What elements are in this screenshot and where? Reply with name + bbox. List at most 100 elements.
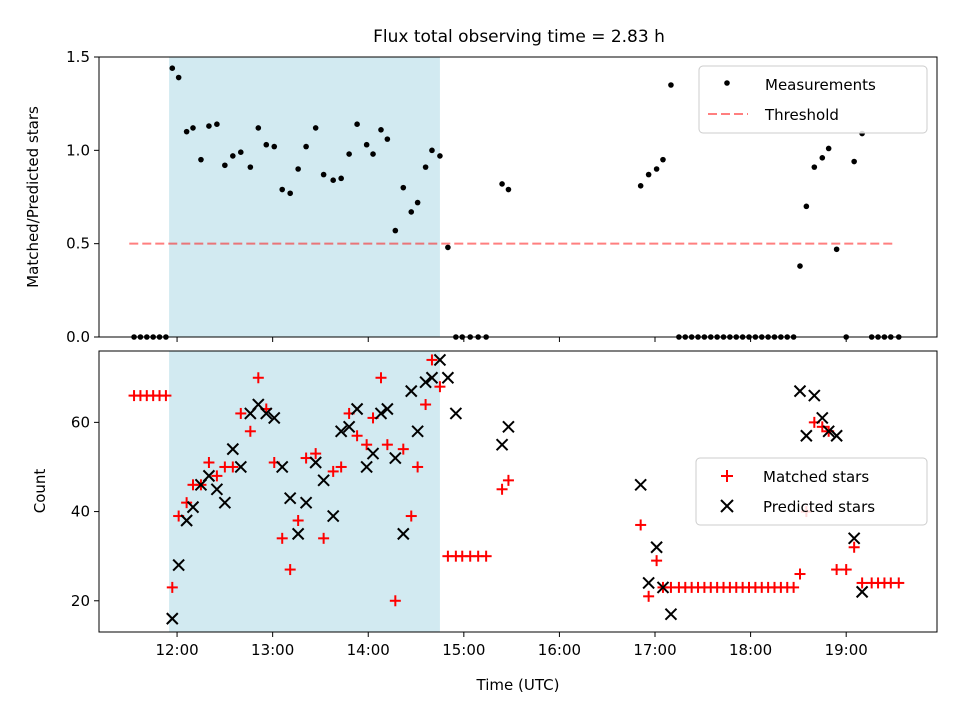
time-tick-label: 16:00 xyxy=(538,641,581,659)
matched-legend-marker xyxy=(721,470,733,482)
predicted-star-point xyxy=(634,478,647,492)
measurement-point xyxy=(255,125,262,131)
measurement-point xyxy=(653,166,660,172)
predicted-star-point xyxy=(326,509,340,523)
matched-star-point xyxy=(794,568,806,580)
legend-matched-stars: Matched stars xyxy=(763,468,869,486)
matched-star-point xyxy=(840,564,852,576)
predicted-star-point xyxy=(166,612,179,625)
time-tick-label: 17:00 xyxy=(633,641,676,659)
matched-star-point xyxy=(635,519,647,531)
measurement-point xyxy=(833,246,840,253)
matched-star-point xyxy=(327,465,339,477)
predicted-star-point xyxy=(449,407,463,420)
chart-title: Flux total observing time = 2.83 h xyxy=(373,27,665,47)
matched-star-point xyxy=(496,483,508,495)
measurement-point xyxy=(851,158,857,165)
time-axis-label: Time (UTC) xyxy=(476,676,560,694)
count-axis-ticks: 20 40 60 xyxy=(71,413,99,610)
predicted-star-point xyxy=(202,469,216,483)
predicted-star-point xyxy=(441,371,455,384)
ratio-panel: 0.0 0.5 1.0 1.5 Matched/Predicted stars Mea… xyxy=(24,48,938,346)
measurement-point xyxy=(499,181,505,187)
matched-star-point xyxy=(335,461,347,473)
measurement-point xyxy=(392,227,399,234)
predicted-legend-marker xyxy=(720,499,734,513)
predicted-star-point xyxy=(291,527,305,541)
measurement-point xyxy=(287,190,293,197)
ratio-tick-label: 1.5 xyxy=(66,48,90,66)
predicted-star-point xyxy=(309,456,322,469)
predicted-star-point xyxy=(664,607,678,621)
measurement-point xyxy=(645,171,652,178)
matched-star-point xyxy=(502,474,514,486)
time-axis-ticks: 12:00 13:00 14:00 15:00 16:00 17:00 18:00 19:00 xyxy=(155,337,868,659)
matched-star-point xyxy=(211,470,223,482)
ratio-panel-frame xyxy=(98,56,938,338)
predicted-star-point xyxy=(283,491,297,505)
predicted-star-point xyxy=(808,389,821,402)
time-tick-label: 13:00 xyxy=(251,641,294,659)
ratio-tick-label: 0.5 xyxy=(66,235,90,253)
predicted-star-point xyxy=(268,411,281,425)
legend-threshold: Threshold xyxy=(764,106,839,124)
measurement-point xyxy=(279,186,286,193)
matched-star-point xyxy=(480,550,492,562)
predicted-star-point xyxy=(226,442,240,456)
time-tick-label: 18:00 xyxy=(729,641,772,659)
matched-star-point xyxy=(361,439,373,451)
matched-star-point xyxy=(643,590,655,602)
predicted-star-point xyxy=(800,429,813,442)
measurement-point xyxy=(668,82,674,88)
measurement-point xyxy=(803,203,810,210)
predicted-star-point xyxy=(334,425,348,438)
time-tick-label: 12:00 xyxy=(155,641,198,659)
measurement-point xyxy=(384,136,391,142)
matched-star-point xyxy=(397,443,409,455)
matched-star-point xyxy=(831,564,843,576)
measurement-point xyxy=(214,121,220,127)
measurement-point xyxy=(414,199,421,206)
ratio-axis-label: Matched/Predicted stars xyxy=(24,106,42,288)
matched-star-point xyxy=(412,461,424,473)
count-panel: 20 40 60 Count Matched stars Predicted sta… xyxy=(31,350,938,633)
measurement-point xyxy=(797,263,803,269)
predicted-star-point xyxy=(299,496,313,509)
measurement-point xyxy=(400,184,407,191)
count-points xyxy=(128,353,905,625)
matched-star-point xyxy=(375,372,387,384)
measurement-point xyxy=(230,153,236,159)
matched-star-point xyxy=(426,354,438,366)
measurement-point xyxy=(263,141,270,148)
matched-star-point xyxy=(227,461,239,473)
measurement-point xyxy=(660,156,666,163)
predicted-star-point xyxy=(793,384,807,398)
legend-measurements: Measurements xyxy=(765,76,876,94)
time-tick-label: 19:00 xyxy=(825,641,868,659)
predicted-star-point xyxy=(381,402,394,416)
predicted-star-point xyxy=(642,576,655,590)
predicted-star-point xyxy=(350,402,364,416)
matched-star-point xyxy=(244,425,256,437)
time-tick-label: 15:00 xyxy=(442,641,485,659)
ratio-tick-label: 0.0 xyxy=(66,328,90,346)
matched-star-point xyxy=(166,581,178,593)
measurement-point xyxy=(206,123,212,129)
predicted-star-point xyxy=(172,558,185,572)
matched-star-point xyxy=(893,577,905,589)
matched-star-point xyxy=(848,541,860,553)
measurement-point xyxy=(819,155,826,161)
time-tick-label: 14:00 xyxy=(347,641,390,659)
predicted-star-point xyxy=(405,384,418,398)
count-tick-label: 40 xyxy=(71,503,90,521)
matched-star-point xyxy=(816,421,828,433)
measurement-point xyxy=(408,209,415,215)
measurement-point xyxy=(429,147,435,154)
matched-star-point xyxy=(181,497,193,509)
measurement-point xyxy=(175,74,182,81)
predicted-star-point xyxy=(425,371,439,384)
measurement-point xyxy=(811,164,818,170)
predicted-star-point xyxy=(260,407,273,420)
measurement-point xyxy=(198,156,204,163)
